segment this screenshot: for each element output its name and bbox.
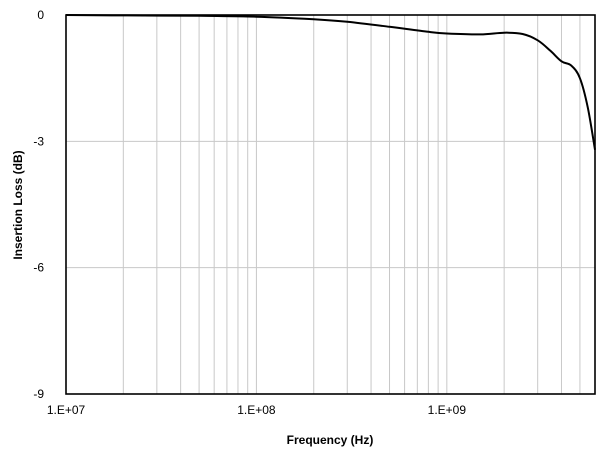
y-tick-label: -9 xyxy=(33,387,44,401)
y-tick-label: -6 xyxy=(33,261,44,275)
y-tick-label: 0 xyxy=(37,8,44,22)
series-layer xyxy=(65,14,596,150)
x-axis-tick-labels: 1.E+07 1.E+08 1.E+09 xyxy=(47,403,467,417)
plot-area-frame xyxy=(65,14,596,395)
y-tick-label: -3 xyxy=(33,134,44,148)
y-axis-title: Insertion Loss (dB) xyxy=(11,150,25,259)
x-tick-label: 1.E+09 xyxy=(428,403,467,417)
y-axis-tick-labels: 0 -3 -6 -9 xyxy=(33,8,44,401)
x-axis-title: Frequency (Hz) xyxy=(287,433,374,447)
x-tick-label: 1.E+07 xyxy=(47,403,86,417)
x-tick-label: 1.E+08 xyxy=(237,403,276,417)
insertion-loss-line xyxy=(65,14,596,150)
gridlines xyxy=(66,15,595,394)
